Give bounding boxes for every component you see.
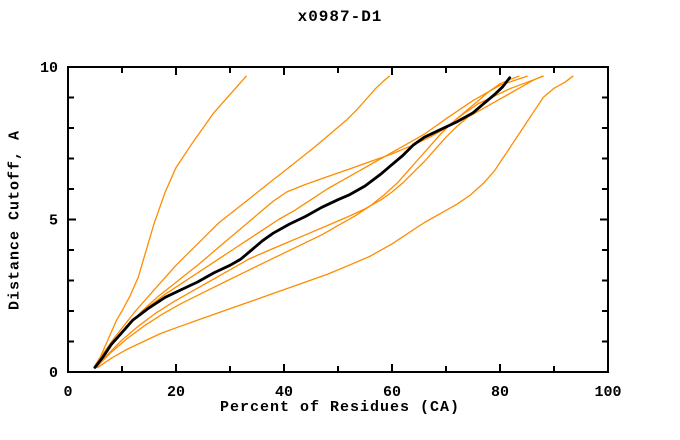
y-tick-label: 10 — [40, 60, 58, 77]
orange-curve-3 — [94, 75, 520, 369]
y-tick-label: 0 — [49, 365, 58, 382]
x-tick-label: 0 — [63, 384, 72, 401]
x-tick-label: 80 — [491, 384, 509, 401]
orange-curve-1 — [93, 75, 247, 369]
black-curve — [93, 76, 512, 369]
orange-curve-7 — [97, 75, 574, 369]
x-tick-label: 60 — [383, 384, 401, 401]
x-tick-label: 20 — [167, 384, 185, 401]
orange-curve-6 — [95, 75, 544, 369]
x-tick-label: 40 — [275, 384, 293, 401]
x-axis-label: Percent of Residues (CA) — [219, 399, 461, 416]
y-tick-label: 5 — [49, 213, 58, 230]
orange-curve-2 — [93, 75, 390, 369]
orange-curve-4 — [94, 75, 528, 369]
chart-title: x0987-D1 — [297, 8, 383, 26]
orange-curve-5 — [95, 75, 543, 369]
plot-frame — [67, 66, 609, 373]
x-tick-label: 100 — [594, 384, 621, 401]
